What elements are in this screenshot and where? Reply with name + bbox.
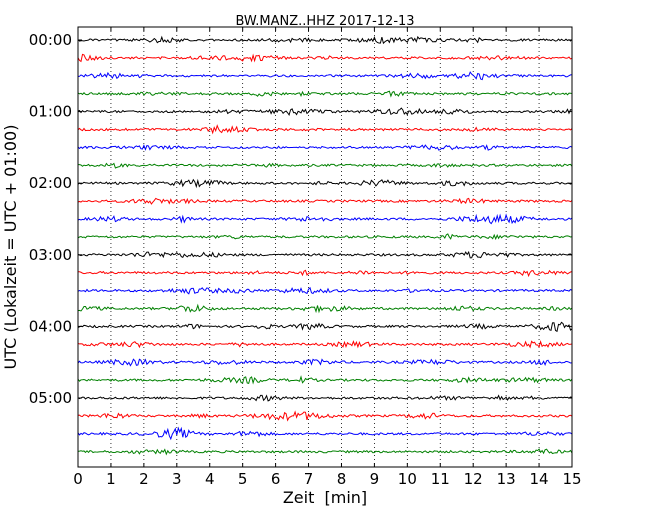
trace-line [77,269,573,278]
trace-line [77,303,573,314]
trace-line [77,53,573,63]
seismogram-traces [77,35,573,456]
x-tick-label: 3 [172,470,182,488]
x-tick-label: 14 [530,470,549,488]
x-tick-label: 11 [431,470,450,488]
x-tick-label: 2 [139,470,149,488]
trace-line [77,448,573,456]
trace-line [77,144,573,151]
trace-line [77,90,573,98]
y-tick-label: 00:00 [29,31,72,49]
trace-line [77,339,573,349]
x-tick-label: 1 [106,470,116,488]
trace-line [77,358,573,367]
trace-line [77,197,573,205]
trace-line [77,213,573,225]
x-tick-label: 10 [398,470,417,488]
chart-title: BW.MANZ..HHZ 2017-12-13 [235,14,414,29]
x-tick-label: 5 [238,470,248,488]
x-tick-label: 9 [370,470,380,488]
x-tick-label: 4 [205,470,215,488]
plot-frame [77,26,573,468]
trace-line [77,233,573,241]
trace-line [77,71,573,81]
x-tick-label: 12 [464,470,483,488]
y-tick-label: 01:00 [29,103,72,121]
x-tick-label: 15 [562,470,581,488]
trace-line [77,35,573,45]
y-axis-ticks: 00:00 01:00 02:00 03:00 04:00 05:00 [29,31,572,407]
x-axis-title: Zeit [min] [283,488,367,507]
x-axis-ticks: 0 1 2 3 4 5 6 7 8 9 10 11 12 13 14 15 [73,27,582,488]
trace-line [77,178,573,189]
trace-line [77,124,573,135]
trace-line [77,321,573,333]
x-tick-label: 0 [73,470,83,488]
y-axis-title: UTC (Lokalzeit = UTC + 01:00) [1,125,20,370]
trace-line [77,426,573,441]
y-tick-label: 05:00 [29,389,72,407]
y-tick-label: 04:00 [29,317,72,335]
x-tick-label: 7 [304,470,314,488]
trace-line [77,107,573,116]
trace-line [77,394,573,402]
x-tick-label: 8 [337,470,347,488]
y-tick-label: 03:00 [29,246,72,264]
trace-line [77,162,573,169]
grid-lines [110,27,540,467]
trace-line [77,375,573,385]
y-tick-label: 02:00 [29,174,72,192]
x-tick-label: 6 [271,470,281,488]
trace-line [77,250,573,259]
trace-line [77,286,573,295]
trace-line [77,410,573,422]
x-tick-label: 13 [497,470,516,488]
